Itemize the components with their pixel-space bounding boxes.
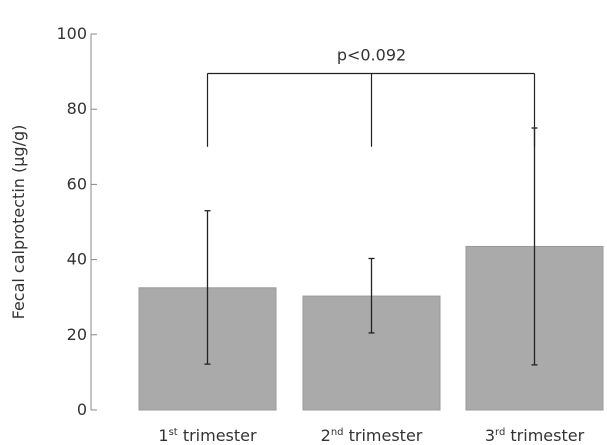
- y-tick-label: 100: [56, 24, 87, 43]
- x-tick-label-rest: trimester: [344, 426, 423, 445]
- x-tick-label-rest: trimester: [505, 426, 584, 445]
- y-tick-label: 20: [67, 325, 87, 344]
- x-tick-labels: 1st trimester 2nd trimester 3rd trimester: [158, 426, 584, 445]
- y-tick-label: 0: [77, 400, 87, 419]
- error-bars: [204, 127, 538, 366]
- y-axis: 0 20 40 60 80 100: [56, 24, 97, 419]
- x-tick-label-base: 3: [485, 426, 495, 445]
- x-tick-label: 2nd trimester: [321, 426, 423, 445]
- y-axis-title: Fecal calprotectin (µg/g): [9, 125, 28, 320]
- x-tick-label-rest: trimester: [178, 426, 257, 445]
- p-value-annotation: p<0.092: [337, 45, 406, 64]
- x-tick-label-superscript: st: [169, 427, 178, 438]
- x-tick-label-superscript: rd: [495, 427, 505, 438]
- y-tick-label: 60: [67, 174, 87, 193]
- y-tick-label: 80: [67, 99, 87, 118]
- x-tick-label-base: 1: [158, 426, 168, 445]
- significance-bracket: [206, 72, 536, 147]
- x-tick-label: 1st trimester: [158, 426, 257, 445]
- y-tick-label: 40: [67, 250, 87, 269]
- x-tick-label-base: 2: [321, 426, 331, 445]
- x-tick-label: 3rd trimester: [485, 426, 585, 445]
- x-tick-label-superscript: nd: [331, 427, 344, 438]
